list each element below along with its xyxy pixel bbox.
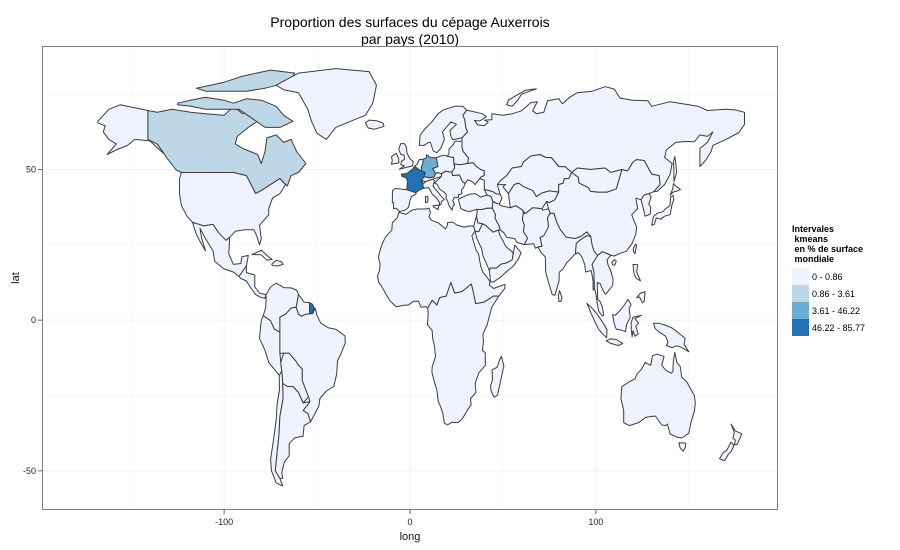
country-taiwan (632, 243, 638, 255)
country-shapes (97, 68, 745, 487)
country-japan (651, 194, 675, 226)
country-central-south-africa (427, 282, 500, 426)
legend-swatch (792, 319, 809, 336)
country-hainan (611, 259, 617, 266)
legend: Intervales kmeans en % de surface mondia… (792, 224, 865, 336)
legend-item-label: 0 - 0.86 (812, 271, 843, 282)
country-nz-north (730, 423, 743, 446)
country-canada-islands (177, 96, 294, 128)
country-ireland (390, 153, 400, 165)
country-mongolia (571, 167, 623, 193)
legend-title-line: Intervales (792, 224, 835, 234)
country-alaska (97, 104, 166, 155)
legend-item-label: 3.61 - 46.22 (812, 305, 861, 316)
chart-title: Proportion des surfaces du cépage Auxerr… (40, 14, 780, 48)
x-axis-label: long (400, 531, 421, 543)
legend-item: 46.22 - 85.77 (792, 319, 865, 336)
country-madagascar (490, 355, 505, 398)
chart-title-line-1: Proportion des surfaces du cépage Auxerr… (270, 14, 550, 30)
y-tick-label: -50 (23, 466, 36, 476)
chart-title-line-2: par pays (2010) (360, 31, 460, 47)
country-scandinavia (418, 105, 469, 154)
country-korea (640, 193, 652, 217)
country-sicily (432, 204, 440, 211)
country-balkans (433, 170, 466, 211)
legend-item-label: 46.22 - 85.77 (812, 322, 866, 333)
legend-title-line: kmeans (792, 234, 829, 244)
country-brazil (279, 306, 346, 423)
legend-item: 0 - 0.86 (792, 268, 865, 285)
country-uk (398, 143, 414, 170)
country-sardinia (424, 195, 429, 204)
country-iberia (391, 188, 417, 213)
country-mindanao (636, 291, 646, 304)
country-java (605, 338, 624, 346)
legend-swatch (792, 268, 809, 285)
country-nz-south (719, 441, 735, 462)
legend-item: 0.86 - 3.61 (792, 285, 865, 302)
country-new-guinea (653, 322, 690, 353)
country-australia (620, 351, 696, 439)
country-argentina-uruguay (274, 383, 312, 479)
country-usa (179, 172, 286, 246)
legend-items: 0 - 0.86 0.86 - 3.61 3.61 - 46.22 46.22 - 8… (792, 268, 865, 336)
country-greenland (275, 68, 377, 140)
y-axis-ticks: 50 0 -50 (23, 165, 42, 476)
x-tick-label: 0 (407, 517, 412, 527)
country-iceland (364, 119, 385, 130)
country-sulawesi (630, 314, 642, 338)
legend-swatch (792, 302, 809, 319)
x-tick-label: 100 (588, 517, 603, 527)
country-southeast-asia (591, 251, 614, 317)
country-cuba (251, 249, 273, 261)
plot-border (42, 46, 778, 510)
country-yemen-oman (488, 244, 522, 283)
country-tasmania (678, 442, 687, 452)
country-philippines (632, 263, 641, 282)
legend-title-line: en % de surface (792, 244, 864, 254)
country-hispaniola (271, 259, 284, 267)
legend-item: 3.61 - 46.22 (792, 302, 865, 319)
country-sumatra (586, 302, 608, 339)
legend-title-line: mondiale (792, 254, 835, 264)
y-axis-label: lat (10, 272, 22, 284)
x-axis-ticks: -100 0 100 (215, 510, 603, 527)
y-tick-label: 50 (26, 165, 36, 175)
legend-item-label: 0.86 - 3.61 (812, 288, 856, 299)
legend-swatch (792, 285, 809, 302)
country-sri-lanka (557, 290, 563, 302)
country-north-africa (377, 207, 506, 309)
legend-title: Intervales kmeans en % de surface mondia… (792, 224, 865, 264)
y-tick-label: 0 (31, 315, 36, 325)
country-hokkaido (669, 182, 681, 196)
country-borneo (612, 298, 632, 333)
x-tick-label: -100 (215, 517, 233, 527)
country-french-guiana (309, 302, 315, 315)
country-italy (422, 178, 445, 207)
country-central-america (238, 265, 267, 299)
country-novaya-zemlya (506, 88, 537, 107)
country-sakhalin (672, 156, 678, 183)
